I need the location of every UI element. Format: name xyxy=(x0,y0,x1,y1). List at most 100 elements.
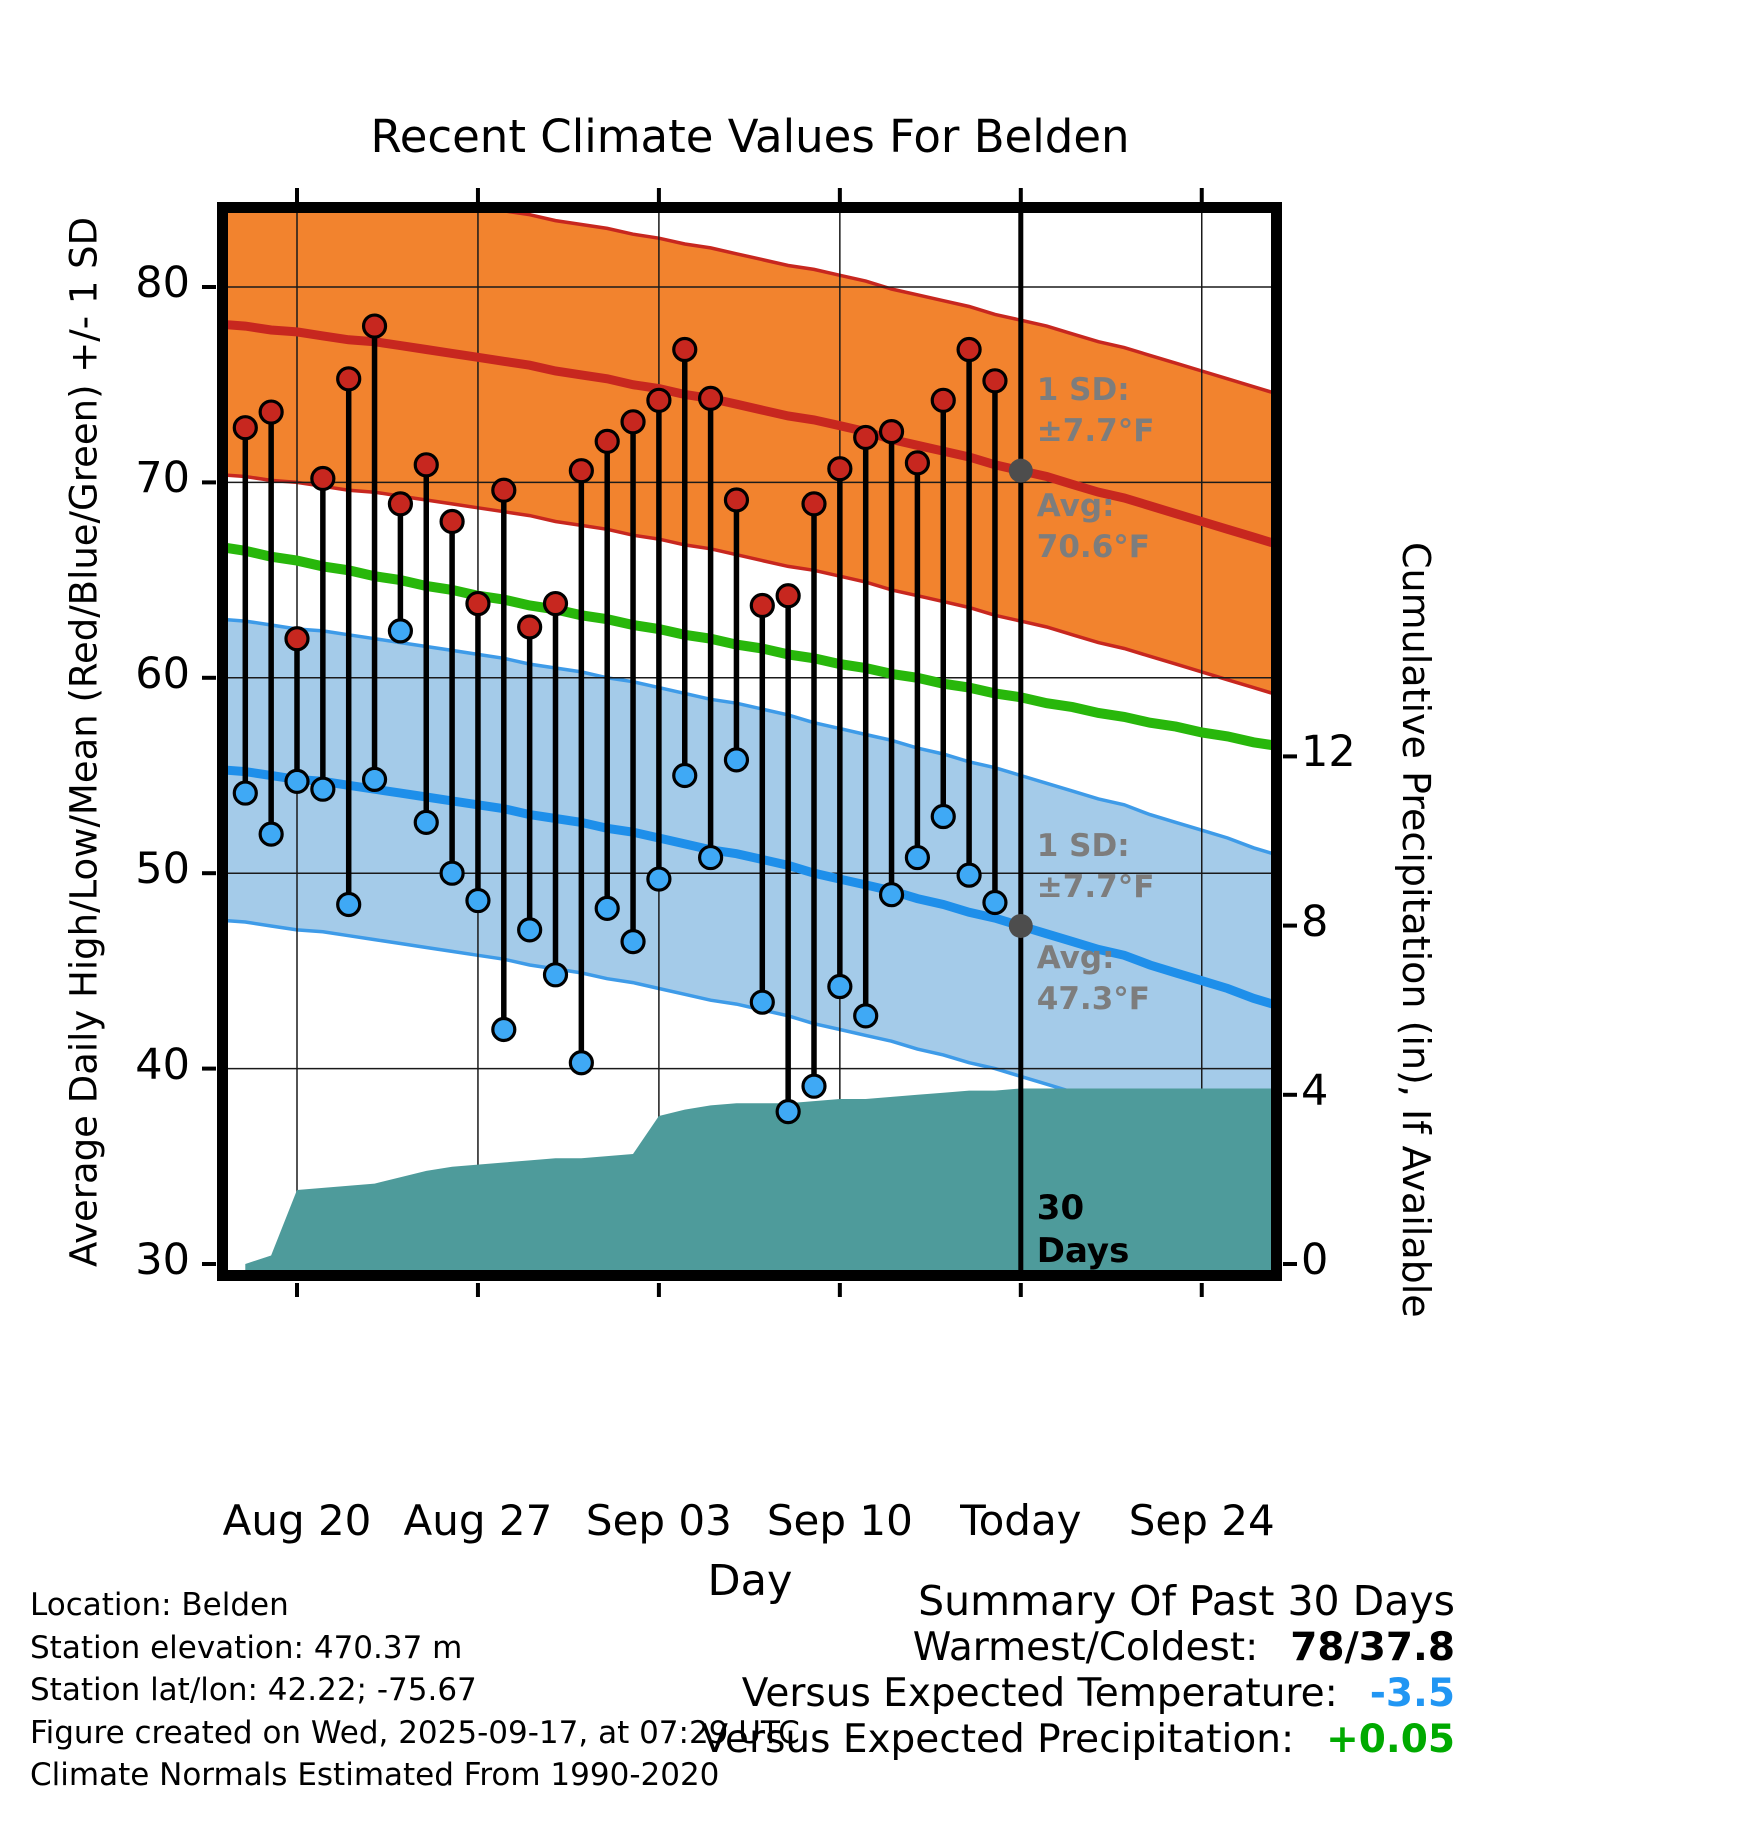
low-normal-band xyxy=(222,619,1277,1156)
obs-low-dot xyxy=(749,989,775,1015)
obs-high-dot xyxy=(310,465,336,492)
obs-low-dot xyxy=(387,618,413,644)
obs-low-dot xyxy=(594,895,620,921)
figure-metadata-line: Station elevation: 470.37 m xyxy=(30,1629,463,1666)
obs-low-dot xyxy=(697,844,724,871)
summary-row-label: Versus Expected Temperature: xyxy=(741,1671,1338,1716)
summary-rows: Warmest/Coldest: 78/37.8 Versus Expected T… xyxy=(701,1625,1455,1763)
obs-high-dot xyxy=(930,387,956,413)
y-right-tick-label: 4 xyxy=(1301,1065,1329,1116)
figure-metadata-line: Station lat/lon: 42.22; -75.67 xyxy=(30,1672,477,1708)
annotation-thirty-days: 30 xyxy=(1037,1188,1084,1228)
y-right-tick-label: 12 xyxy=(1301,727,1356,778)
obs-high-dot xyxy=(258,399,284,425)
summary-row-value: 78/37.8 xyxy=(1290,1625,1455,1670)
annotation-high-avg: Avg: xyxy=(1037,488,1115,524)
obs-low-dot xyxy=(801,1073,827,1099)
obs-high-dot xyxy=(413,452,439,478)
summary-row: Versus Expected Precipitation: +0.05 xyxy=(701,1717,1455,1763)
x-tick-label: Today xyxy=(960,1496,1082,1545)
obs-low-dot xyxy=(956,862,982,888)
obs-low-dot xyxy=(672,762,698,789)
obs-low-dot xyxy=(284,768,310,794)
annotation-high-sd: ±7.7°F xyxy=(1037,413,1155,449)
obs-high-dot xyxy=(594,428,620,454)
obs-high-dot xyxy=(517,614,543,640)
obs-low-dot xyxy=(258,821,284,847)
obs-low-dot xyxy=(413,809,439,835)
obs-high-dot xyxy=(801,491,827,517)
obs-low-dot xyxy=(904,844,931,871)
obs-low-dot xyxy=(336,891,362,918)
obs-high-dot xyxy=(620,409,646,435)
x-tick-label: Sep 03 xyxy=(585,1496,732,1545)
high-band-upper-edge xyxy=(470,207,1277,396)
obs-high-dot xyxy=(542,590,569,617)
obs-low-dot xyxy=(517,917,543,943)
obs-low-dot xyxy=(646,866,672,892)
obs-low-dot xyxy=(310,776,336,802)
obs-high-dot xyxy=(336,366,362,392)
figure-metadata-line: Figure created on Wed, 2025-09-17, at 07… xyxy=(30,1714,800,1751)
obs-high-dot xyxy=(904,450,931,476)
figure-metadata: Location: Belden Station elevation: 470.3… xyxy=(30,1584,800,1797)
obs-high-dot xyxy=(775,583,801,609)
obs-high-dot xyxy=(387,491,413,517)
normal-low-line xyxy=(222,765,1277,1010)
obs-low-dot xyxy=(568,1050,594,1076)
plot-frame xyxy=(217,202,1282,1281)
y-left-tick-label: 70 xyxy=(135,453,190,504)
y-left-tick-label: 60 xyxy=(135,648,190,699)
summary-panel: Summary Of Past 30 Days Warmest/Coldest:… xyxy=(701,1578,1455,1763)
obs-high-dot xyxy=(723,487,750,513)
y-right-tick-label: 8 xyxy=(1301,896,1329,947)
y-axis-label-right: Cumulative Precipitation (in), If Availa… xyxy=(1394,542,1438,1318)
annotation-high-sd: 1 SD: xyxy=(1037,372,1130,408)
avg-low-marker xyxy=(1008,913,1033,938)
obs-low-dot xyxy=(982,889,1008,916)
obs-low-dot xyxy=(439,860,465,886)
x-tick-label: Sep 24 xyxy=(1128,1496,1275,1545)
obs-high-dot xyxy=(853,424,879,451)
annotation-low-avg: 47.3°F xyxy=(1037,981,1150,1017)
obs-high-dot xyxy=(697,385,724,411)
obs-low-dot xyxy=(620,928,646,955)
obs-low-dot xyxy=(361,766,388,793)
obs-high-dot xyxy=(982,368,1008,394)
obs-low-dot xyxy=(930,803,956,830)
summary-title: Summary Of Past 30 Days xyxy=(918,1577,1455,1625)
x-axis-label: Day xyxy=(707,1556,793,1606)
obs-low-dot xyxy=(491,1016,517,1043)
normal-high-line xyxy=(222,319,1277,549)
obs-high-dot xyxy=(827,456,853,482)
obs-low-dot xyxy=(723,747,750,773)
obs-low-dot xyxy=(542,962,569,988)
y-left-tick-label: 50 xyxy=(135,844,190,895)
obs-high-dot xyxy=(284,626,310,652)
obs-high-dot xyxy=(439,508,465,535)
high-normal-band xyxy=(222,207,1277,695)
y-left-tick-label: 80 xyxy=(135,258,190,308)
x-tick-label: Sep 10 xyxy=(766,1496,913,1545)
obs-high-dot xyxy=(232,415,258,441)
y-left-tick-label: 40 xyxy=(135,1039,190,1090)
obs-high-dot xyxy=(491,477,517,503)
annotation-low-sd: ±7.7°F xyxy=(1037,869,1155,905)
chart-title: Recent Climate Values For Belden xyxy=(370,110,1130,163)
summary-row: Warmest/Coldest: 78/37.8 xyxy=(701,1625,1455,1671)
x-tick-label: Aug 20 xyxy=(222,1496,372,1545)
summary-row-value: -3.5 xyxy=(1369,1671,1455,1716)
obs-high-dot xyxy=(749,592,775,619)
summary-row-label: Versus Expected Precipitation: xyxy=(701,1717,1295,1762)
obs-high-dot xyxy=(646,387,672,413)
obs-low-dot xyxy=(232,780,258,806)
y-right-tick-label: 0 xyxy=(1301,1235,1329,1285)
y-left-tick-label: 30 xyxy=(135,1235,190,1285)
obs-high-dot xyxy=(956,336,982,363)
x-tick-label: Aug 27 xyxy=(403,1496,553,1545)
annotation-low-sd: 1 SD: xyxy=(1037,828,1130,864)
obs-low-dot xyxy=(827,973,853,1000)
figure-metadata-line: Climate Normals Estimated From 1990-2020 xyxy=(30,1757,720,1793)
summary-row: Versus Expected Temperature: -3.5 xyxy=(701,1671,1455,1717)
avg-high-marker xyxy=(1008,458,1033,483)
